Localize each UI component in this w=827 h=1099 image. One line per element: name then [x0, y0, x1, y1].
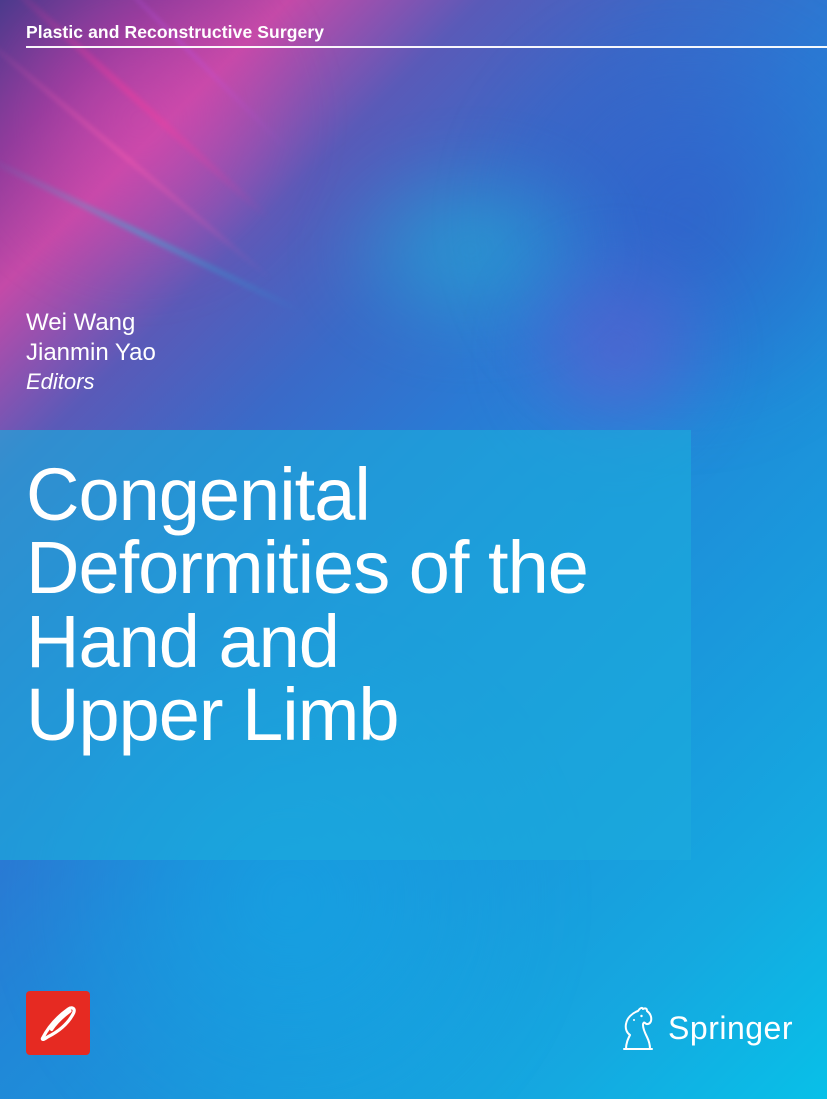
cover-content: Plastic and Reconstructive Surgery Wei W… — [0, 0, 827, 1099]
title-line: Deformities of the — [26, 526, 588, 609]
editor-name: Wei Wang — [26, 308, 156, 338]
brush-icon — [35, 1000, 81, 1046]
springer-horse-icon — [618, 1005, 658, 1051]
editor-name: Jianmin Yao — [26, 338, 156, 368]
editors-block: Wei Wang Jianmin Yao Editors — [26, 308, 156, 396]
publisher-partner-logo — [26, 991, 90, 1055]
publisher-name: Springer — [668, 1010, 793, 1047]
series-divider — [26, 46, 827, 48]
series-name: Plastic and Reconstructive Surgery — [26, 22, 324, 43]
publisher-block: Springer — [618, 1005, 793, 1051]
title-line: Hand and — [26, 600, 339, 683]
title-line: Upper Limb — [26, 673, 399, 756]
book-title: Congenital Deformities of the Hand and U… — [26, 458, 667, 751]
title-panel: Congenital Deformities of the Hand and U… — [26, 430, 691, 860]
editors-role: Editors — [26, 368, 156, 396]
title-line: Congenital — [26, 453, 370, 536]
